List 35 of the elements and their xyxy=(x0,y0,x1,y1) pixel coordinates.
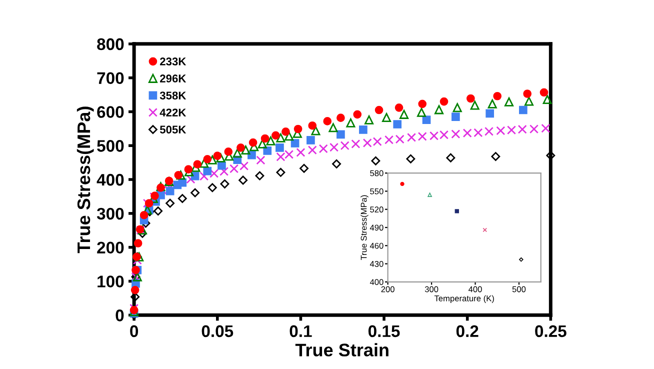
y-tick-label: 520 xyxy=(370,206,384,212)
y-tick-label: 600 xyxy=(97,106,124,118)
x-tick-label: 500 xyxy=(512,286,526,292)
x-tick-label: 0.25 xyxy=(535,325,566,338)
x-axis-title: Temperature (K) xyxy=(434,295,494,304)
y-axis-title: True Stress(MPa) xyxy=(360,195,368,260)
y-tick-label: 490 xyxy=(370,224,384,231)
y-tick-label: 700 xyxy=(97,72,124,84)
y-tick-label: 460 xyxy=(370,242,384,249)
x-tick-label: 0 xyxy=(130,325,138,338)
legend-label: 233K xyxy=(160,58,186,66)
x-axis-title: True Strain xyxy=(295,343,388,356)
x-tick-label: 0.15 xyxy=(368,325,400,338)
x-tick-label: 0.2 xyxy=(456,325,478,338)
y-tick-label: 800 xyxy=(97,38,124,50)
legend-label: 422K xyxy=(160,108,186,116)
x-tick-label: 400 xyxy=(468,286,482,292)
x-tick-label: 0.05 xyxy=(202,325,234,338)
legend-label: 358K xyxy=(160,92,186,100)
legend-label: 296K xyxy=(160,74,186,82)
y-tick-label: 400 xyxy=(370,279,384,286)
legend-label: 505K xyxy=(160,126,186,134)
y-tick-label: 200 xyxy=(97,242,124,254)
y-tick-label: 100 xyxy=(98,276,124,288)
y-tick-label: 500 xyxy=(97,140,124,152)
y-tick-label: 0 xyxy=(116,310,124,322)
y-axis-title: True Stress(MPa) xyxy=(76,106,94,254)
y-tick-label: 430 xyxy=(370,260,384,267)
y-tick-label: 300 xyxy=(96,208,124,220)
y-tick-label: 550 xyxy=(370,188,384,194)
x-tick-label: 0.1 xyxy=(290,325,312,338)
y-tick-label: 580 xyxy=(370,170,384,176)
x-tick-label: 300 xyxy=(424,286,438,292)
y-tick-label: 400 xyxy=(96,174,124,186)
x-tick-label: 200 xyxy=(381,286,394,292)
